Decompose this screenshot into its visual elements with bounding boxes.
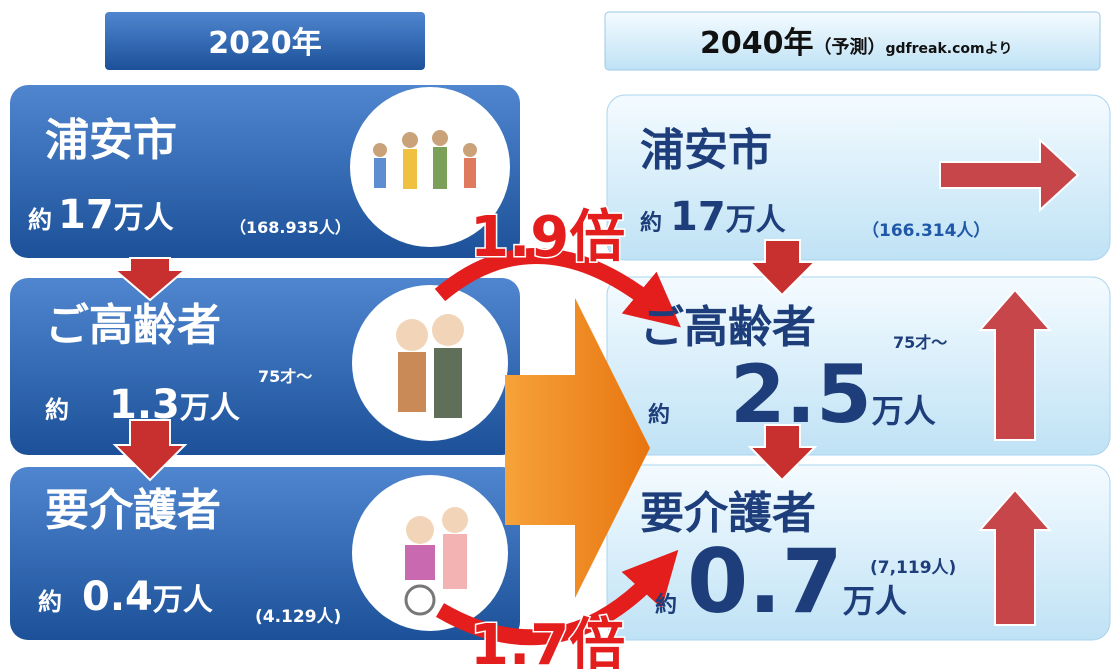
card-title: 要介護者	[640, 488, 816, 539]
source: gdfreak.comより	[886, 41, 1013, 57]
unit: 万人	[180, 391, 240, 426]
right-header-year: 2040年	[700, 26, 814, 61]
card-value: 約 17万人	[640, 194, 786, 240]
right-header: 2040年（予測）gdfreak.comより	[700, 26, 1012, 61]
prefix: 約	[45, 396, 69, 424]
prefix: 約	[38, 588, 62, 616]
value: 0.7	[687, 530, 843, 633]
value: 0.4	[82, 574, 153, 620]
card-title: 要介護者	[45, 485, 221, 536]
down-arrows	[112, 239, 818, 482]
right-card	[606, 464, 1111, 641]
card-value: 約 17万人	[28, 192, 174, 238]
right-card	[606, 94, 1111, 261]
value: 1.3	[109, 382, 180, 428]
card-note: （166.314人）	[862, 220, 990, 241]
card-title: ご高齢者	[45, 300, 221, 351]
card-title: 浦安市	[640, 125, 772, 176]
ratio-arrow	[434, 247, 681, 328]
value: 2.5	[730, 348, 872, 441]
value: 17	[58, 192, 114, 238]
illustration-people	[350, 87, 510, 247]
unit: 万人	[726, 203, 786, 238]
card-value: 約 1.3万人	[45, 382, 240, 428]
card-value: 約 2.5万人	[648, 348, 936, 441]
trend-arrows	[939, 137, 1080, 626]
right-header-box	[604, 11, 1101, 71]
ratio-label: 1.7倍	[470, 613, 625, 669]
unit: 万人	[872, 392, 936, 430]
card-note: (7,119人)	[870, 558, 956, 578]
card-note: (4.129人)	[255, 607, 341, 627]
left-header: 2020年	[208, 26, 322, 61]
illustration-elderly	[352, 285, 508, 441]
prefix: 約	[28, 206, 52, 234]
prefix: 約	[648, 402, 670, 428]
people-figures	[373, 130, 477, 616]
card-note: （168.935人）	[230, 218, 351, 237]
card-note: 75才～	[258, 367, 312, 386]
unit: 万人	[114, 201, 174, 236]
prefix: 約	[655, 592, 677, 618]
left-header-box	[105, 12, 425, 70]
ratio-arrow	[435, 549, 679, 646]
card-title: 浦安市	[45, 115, 177, 166]
card-value: 約 0.4万人	[38, 574, 213, 620]
card-note: 75才～	[893, 333, 947, 352]
transition-arrow	[505, 298, 650, 598]
value: 17	[670, 194, 726, 240]
unit: 万人	[843, 582, 907, 620]
right-header-note: （予測）	[814, 36, 886, 58]
card-value: 約 0.7万人	[655, 530, 907, 633]
ratio-label: 1.9倍	[470, 205, 625, 270]
prefix: 約	[640, 210, 662, 236]
unit: 万人	[153, 583, 213, 618]
card-title: ご高齢者	[640, 302, 816, 353]
